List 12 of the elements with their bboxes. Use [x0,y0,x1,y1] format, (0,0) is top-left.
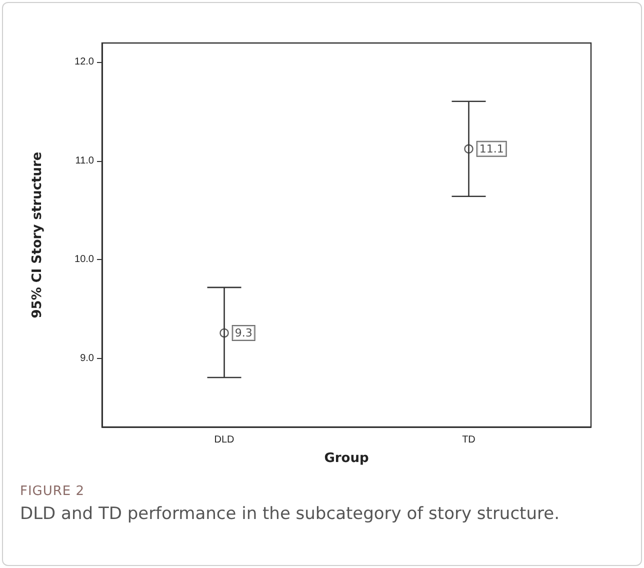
y-tick-label: 10.0 [74,254,94,266]
x-axis-title: Group [324,451,369,466]
caption: FIGURE 2 [20,484,85,499]
y-tick-label: 9.0 [80,353,94,364]
data-label: 11.1 [479,142,504,156]
x-tick-label: DLD [214,434,234,446]
x-tick-label: TD [462,434,476,446]
y-tick-label: 12.0 [74,56,94,68]
data-label: 9.3 [234,326,252,340]
y-tick-label: 11.0 [75,155,94,166]
text: DLD and TD performance in the subcategory of story structure. [20,504,560,524]
y-axis-title: 95% CI Story structure [30,152,45,318]
